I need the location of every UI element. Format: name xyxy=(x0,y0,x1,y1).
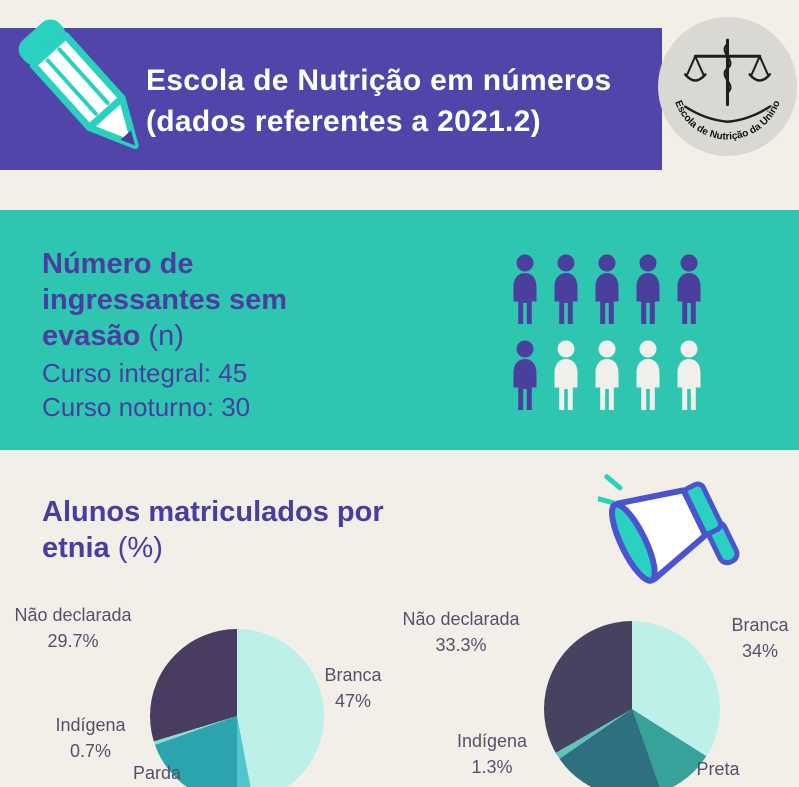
person-icon xyxy=(549,254,583,326)
page-title: Escola de Nutrição em números (dados ref… xyxy=(146,60,612,142)
person-icon xyxy=(672,254,706,326)
pie-chart-left xyxy=(150,629,324,787)
person-icon xyxy=(590,340,624,412)
pie-label-right-branca: Branca 34% xyxy=(731,615,789,661)
stat-curso-noturno: Curso noturno: 30 xyxy=(42,392,251,422)
enrollment-heading-line3: evasão (n) xyxy=(42,320,184,352)
pie-label-left-parda: Parda xyxy=(132,763,182,783)
enrollment-heading-line1: Número de xyxy=(42,248,194,280)
person-icon xyxy=(631,254,665,326)
enrollment-stats: Curso integral: 45 Curso noturno: 30 xyxy=(42,356,250,424)
pie-label-right-nao-declarada: Não declarada 33.3% xyxy=(402,609,520,655)
megaphone-icon xyxy=(592,430,783,605)
ethnicity-heading-line2: etnia (%) xyxy=(42,532,163,564)
pie-label-left-indigena: Indígena 0.7% xyxy=(55,715,126,761)
ethnicity-heading-line1: Alunos matriculados por xyxy=(42,496,384,528)
pie-label-right-preta: Preta xyxy=(696,759,740,779)
person-icon xyxy=(549,340,583,412)
ethnicity-heading: Alunos matriculados por etnia (%) xyxy=(42,494,384,566)
enrollment-heading: Número de ingressantes sem evasão (n) xyxy=(42,246,287,354)
pie-label-left-branca: Branca 47% xyxy=(324,665,382,711)
pie-chart-right xyxy=(544,621,720,787)
person-icon xyxy=(631,340,665,412)
logo: Escola de Nutrição da Unirio xyxy=(657,16,798,157)
pencil-icon xyxy=(2,0,172,197)
enrollment-heading-line2: ingressantes sem xyxy=(42,284,288,316)
page-title-line1: Escola de Nutrição em números xyxy=(146,64,612,97)
person-icon xyxy=(672,340,706,412)
stat-curso-integral: Curso integral: 45 xyxy=(42,358,248,388)
person-icon xyxy=(590,254,624,326)
page-title-line2: (dados referentes a 2021.2) xyxy=(146,105,541,138)
pie-label-left-nao-declarada: Não declarada 29.7% xyxy=(14,605,132,651)
person-pictogram-grid xyxy=(508,254,706,412)
person-icon xyxy=(508,254,542,326)
enrollment-section xyxy=(0,210,799,450)
pie-label-right-indigena: Indígena 1.3% xyxy=(456,731,528,777)
person-icon xyxy=(508,340,542,412)
